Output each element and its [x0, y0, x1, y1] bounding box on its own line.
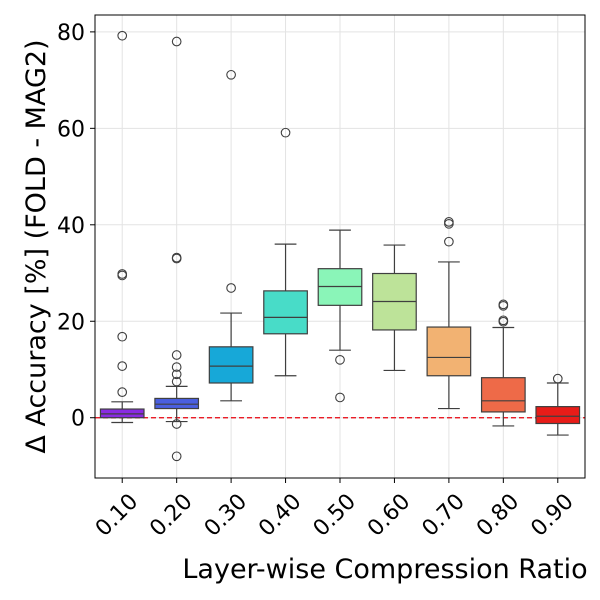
x-tick-label: 0.20	[145, 489, 197, 541]
outlier-point	[498, 300, 509, 311]
x-axis-label: Layer-wise Compression Ratio	[182, 554, 587, 585]
outlier-point	[226, 69, 236, 80]
outlier-point	[117, 387, 128, 398]
outlier-point	[226, 283, 236, 293]
x-tick-label: 0.90	[526, 489, 578, 541]
outlier-point	[444, 218, 454, 229]
outlier-point	[498, 316, 509, 327]
iqr-box	[263, 290, 308, 335]
x-tick-label: 0.50	[309, 489, 361, 541]
x-tick-label: 0.40	[254, 489, 306, 541]
outlier-point	[171, 362, 182, 372]
iqr-box	[426, 326, 472, 377]
x-tick-label: 0.80	[472, 489, 524, 541]
outlier-point	[335, 354, 345, 365]
outlier-point	[171, 36, 182, 47]
y-axis-ticks: 0 20 40 60 80	[57, 21, 95, 432]
box-0.40	[263, 127, 308, 377]
box-0.20	[154, 36, 200, 462]
outlier-point	[171, 369, 182, 380]
box-0.90	[535, 373, 581, 436]
outlier-point	[117, 270, 128, 281]
outlier-point	[171, 350, 182, 360]
outlier-point	[552, 373, 563, 384]
outlier-point	[280, 127, 291, 138]
y-tick-label: 40	[57, 214, 85, 239]
x-tick-label: 0.30	[200, 489, 252, 541]
outlier-point	[117, 361, 128, 371]
outlier-point	[117, 30, 128, 41]
box-0.80	[480, 299, 526, 427]
outlier-point	[171, 451, 182, 462]
iqr-box	[480, 377, 526, 413]
box-0.60	[372, 244, 417, 372]
iqr-box	[154, 397, 200, 410]
outlier-point	[444, 236, 454, 247]
y-axis-label: Δ Accuracy [%] (FOLD - MAG2)	[21, 39, 52, 453]
outlier-point	[335, 392, 345, 403]
boxes	[99, 30, 581, 462]
iqr-box	[535, 406, 581, 425]
y-tick-label: 60	[57, 117, 85, 142]
outlier-point	[171, 253, 182, 264]
outlier-point	[171, 419, 182, 429]
x-tick-label: 0.10	[91, 489, 143, 541]
box-0.70	[426, 217, 472, 410]
y-tick-label: 20	[57, 310, 85, 335]
outlier-point	[117, 331, 128, 342]
outlier-point	[171, 376, 182, 387]
x-tick-label: 0.70	[418, 489, 470, 541]
y-tick-label: 80	[57, 21, 85, 46]
x-axis-ticks: 0.10 0.20 0.30 0.40 0.50 0.60 0.70 0.80 0.90	[91, 478, 579, 542]
x-tick-label: 0.60	[363, 489, 415, 541]
box-0.10	[99, 30, 145, 424]
iqr-box	[208, 346, 254, 384]
box-0.30	[208, 69, 254, 402]
box-0.50	[317, 229, 363, 403]
y-tick-label: 0	[71, 407, 85, 432]
